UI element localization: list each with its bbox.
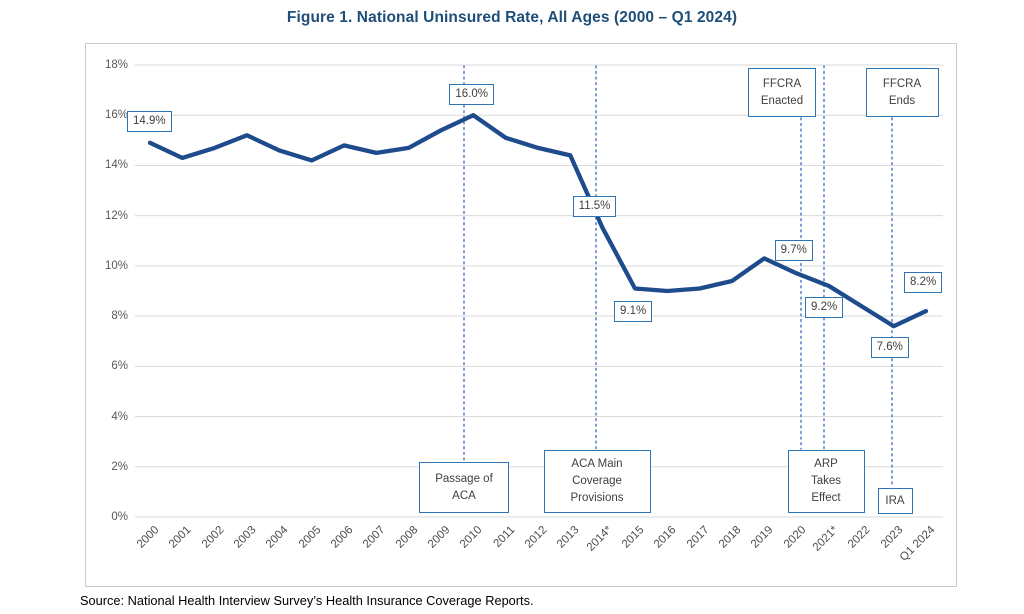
page-title: Figure 1. National Uninsured Rate, All A…	[286, 9, 738, 26]
y-tick-label: 16%	[104, 109, 128, 122]
value-label-2014: 11.5%	[572, 196, 617, 218]
annotation-arp-takes-effect: ARP Takes Effect	[787, 450, 865, 513]
annotation-ira: IRA	[877, 488, 913, 514]
value-label-2015: 9.1%	[613, 301, 653, 323]
value-label-2021: 9.2%	[804, 296, 844, 318]
y-tick-label: 12%	[104, 209, 128, 222]
annotation-aca-main-coverage: ACA Main Coverage Provisions	[543, 450, 651, 513]
y-tick-label: 2%	[111, 460, 128, 473]
value-label-Q12024: 8.2%	[903, 272, 943, 294]
annotation-ffcra-ends: FFCRA Ends	[865, 68, 939, 117]
source-note: Source: National Health Interview Survey…	[80, 593, 534, 608]
value-label-2010: 16.0%	[449, 84, 494, 106]
y-tick-label: 10%	[104, 259, 128, 272]
value-label-2000: 14.9%	[127, 110, 172, 132]
annotation-passage-aca: Passage of ACA	[419, 462, 509, 513]
y-tick-label: 8%	[111, 310, 128, 323]
y-tick-label: 14%	[104, 159, 128, 172]
y-tick-label: 0%	[111, 511, 128, 523]
value-label-2023: 7.6%	[870, 337, 909, 359]
annotation-ffcra-enacted: FFCRA Enacted	[748, 68, 816, 117]
uninsured-rate-line	[147, 113, 929, 329]
y-tick-label: 18%	[104, 59, 128, 71]
value-label-2020: 9.7%	[774, 240, 813, 262]
y-tick-label: 6%	[111, 360, 128, 373]
y-tick-label: 4%	[111, 410, 128, 423]
